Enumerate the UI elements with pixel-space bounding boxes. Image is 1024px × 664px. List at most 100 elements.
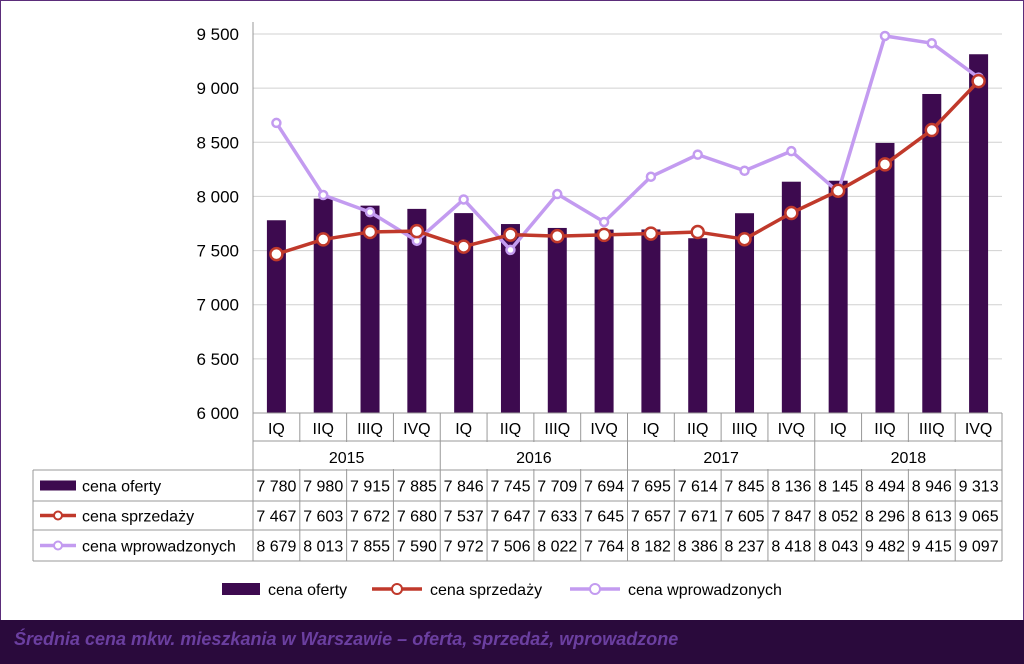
table-cell: 7 845 [725,479,765,496]
table-cell: 9 415 [912,539,952,556]
point-cena-sprzedazy [596,227,612,243]
y-tick-label: 9 500 [196,25,239,44]
point-cena-wprowadzonych [317,189,329,201]
year-label: 2016 [516,450,552,467]
table-series-name: cena wprowadzonych [82,539,236,556]
x-tick-label: IQ [455,421,472,438]
point-cena-wprowadzonych [879,30,891,42]
point-cena-wprowadzonych [364,206,376,218]
table-cell: 7 855 [350,539,390,556]
table-cell: 8 022 [537,539,577,556]
y-tick-label: 8 000 [196,187,239,206]
x-tick-label: IIIQ [732,421,758,438]
point-cena-sprzedazy [924,122,940,138]
bar-cena-oferty [735,213,755,413]
x-tick-label: IVQ [403,421,431,438]
y-tick-label: 6 500 [196,350,239,369]
table-cell: 7 846 [444,479,484,496]
bar-cena-oferty [875,142,895,413]
point-cena-sprzedazy [315,232,331,247]
bar-cena-oferty [688,238,708,413]
table-cell: 7 537 [444,509,484,526]
point-cena-sprzedazy [456,239,471,254]
point-cena-sprzedazy [830,183,846,199]
table-cell: 7 506 [490,539,530,556]
bar-cena-oferty [313,198,333,413]
table-cell: 8 237 [725,539,765,556]
x-tick-label: IIQ [687,421,708,438]
bar-cena-oferty [922,93,942,413]
bar-cena-oferty [266,220,286,413]
table-cell: 8 386 [678,539,718,556]
table-cell: 8 679 [256,539,296,556]
bar-cena-oferty [407,208,427,413]
point-cena-sprzedazy [643,226,659,241]
y-tick-label: 9 000 [196,79,239,98]
point-cena-wprowadzonych [458,194,469,205]
table-cell: 7 695 [631,479,671,496]
bar-cena-oferty [360,205,380,413]
table-cell: 7 915 [350,479,390,496]
table-cell: 7 605 [725,509,765,526]
x-tick-label: IVQ [778,421,806,438]
bar-cena-oferty [969,54,989,414]
x-tick-label: IIQ [500,421,521,438]
bar-cena-oferty [828,180,848,413]
x-tick-label: IIQ [874,421,895,438]
legend-key-marker [391,583,403,595]
legend-key-cena-oferty [222,583,260,595]
point-cena-sprzedazy [877,157,893,172]
bar-cena-oferty [454,213,474,413]
table-key-marker [53,540,63,551]
table-cell: 8 145 [818,479,858,496]
point-cena-wprowadzonych [598,216,610,228]
point-cena-sprzedazy [409,223,425,239]
table-cell: 7 709 [537,479,577,496]
year-label: 2015 [329,450,365,467]
x-tick-label: IQ [642,421,659,438]
point-cena-sprzedazy [690,224,705,240]
table-cell: 7 847 [771,509,811,526]
line-cena-wprowadzonych [274,34,980,252]
year-label: 2018 [891,450,927,467]
table-cell: 7 980 [303,479,343,496]
point-cena-wprowadzonych [552,188,563,200]
table-cell: 8 613 [912,509,952,526]
table-series-name: cena oferty [82,479,161,496]
table-key-cena-oferty [40,480,76,491]
bar-cena-oferty [641,229,661,413]
table-cell: 7 780 [256,479,296,496]
table-series-name: cena sprzedaży [82,509,194,526]
x-tick-label: IIIQ [357,421,383,438]
point-cena-wprowadzonych [739,165,750,177]
bar-cena-oferty [594,229,614,413]
table-cell: 7 647 [490,509,530,526]
table-cell: 9 313 [959,479,999,496]
bar-cena-oferty [500,224,520,413]
table-cell: 7 603 [303,509,343,526]
point-cena-sprzedazy [503,227,518,242]
table-cell: 7 645 [584,509,624,526]
table-cell: 8 013 [303,539,343,556]
bar-cena-oferty [781,181,801,413]
point-cena-sprzedazy [784,205,799,221]
point-cena-sprzedazy [971,73,986,89]
point-cena-sprzedazy [737,231,752,247]
point-cena-sprzedazy [269,246,284,262]
year-label: 2017 [703,450,739,467]
x-tick-label: IIQ [313,421,334,438]
table-cell: 7 764 [584,539,624,556]
legend-label: cena wprowadzonych [628,582,782,599]
table-cell: 7 633 [537,509,577,526]
table-cell: 9 097 [959,539,999,556]
x-tick-label: IVQ [965,421,993,438]
legend-key-marker [589,583,601,595]
table-cell: 8 296 [865,509,905,526]
table-cell: 8 946 [912,479,952,496]
point-cena-wprowadzonych [505,244,516,256]
point-cena-wprowadzonych [926,37,938,49]
point-cena-sprzedazy [550,228,565,244]
y-tick-label: 7 500 [196,242,239,261]
x-tick-label: IIIQ [544,421,570,438]
bar-cena-oferty [547,227,567,413]
